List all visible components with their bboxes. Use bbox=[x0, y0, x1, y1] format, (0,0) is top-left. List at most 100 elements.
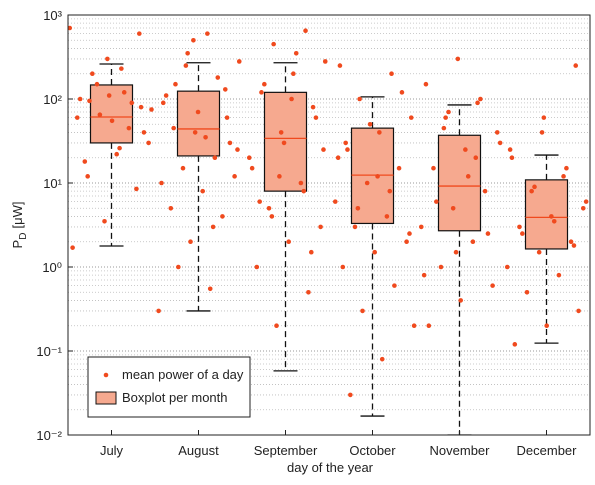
point bbox=[192, 130, 198, 135]
point bbox=[293, 50, 299, 56]
point bbox=[411, 323, 417, 329]
point bbox=[335, 155, 341, 161]
box bbox=[89, 84, 134, 144]
point bbox=[494, 130, 500, 135]
point bbox=[298, 180, 304, 186]
point bbox=[271, 41, 276, 47]
point bbox=[308, 249, 314, 255]
point bbox=[458, 298, 464, 303]
point bbox=[512, 342, 518, 347]
point bbox=[379, 356, 385, 362]
point bbox=[215, 75, 221, 80]
point bbox=[74, 115, 80, 120]
point bbox=[463, 147, 468, 152]
point bbox=[357, 96, 362, 102]
point bbox=[345, 147, 350, 152]
point bbox=[141, 130, 147, 135]
point bbox=[352, 224, 358, 230]
point bbox=[303, 28, 308, 34]
legend-point bbox=[103, 372, 109, 378]
point bbox=[207, 286, 213, 292]
point bbox=[475, 100, 480, 106]
point bbox=[203, 134, 208, 140]
point bbox=[529, 188, 534, 194]
point bbox=[485, 231, 491, 236]
point bbox=[168, 205, 174, 211]
point bbox=[360, 308, 365, 314]
y-tick-label: 10⁰ bbox=[42, 260, 62, 275]
point bbox=[564, 165, 569, 171]
point bbox=[232, 174, 237, 179]
point bbox=[171, 125, 176, 131]
point bbox=[224, 115, 230, 120]
point bbox=[407, 231, 412, 236]
y-tick-label: 10³ bbox=[43, 8, 62, 23]
point bbox=[549, 214, 554, 219]
point bbox=[509, 155, 515, 161]
point bbox=[105, 56, 110, 62]
point bbox=[227, 140, 233, 146]
point bbox=[421, 272, 427, 278]
point bbox=[571, 243, 577, 248]
point bbox=[176, 264, 181, 270]
point bbox=[408, 115, 414, 120]
point bbox=[321, 147, 326, 152]
plot-frame bbox=[67, 14, 591, 436]
point bbox=[482, 188, 488, 194]
point bbox=[222, 87, 228, 92]
point bbox=[212, 155, 218, 161]
point bbox=[220, 214, 225, 219]
point bbox=[163, 93, 169, 98]
point bbox=[568, 239, 574, 245]
point bbox=[364, 180, 370, 186]
point bbox=[539, 130, 545, 135]
point bbox=[138, 104, 144, 110]
point bbox=[291, 71, 296, 77]
y-label-sub: D bbox=[18, 233, 29, 240]
x-tick-label: November bbox=[430, 443, 491, 458]
point bbox=[160, 100, 166, 106]
y-tick-label: 10² bbox=[43, 92, 62, 107]
point bbox=[441, 125, 447, 131]
point bbox=[191, 37, 196, 43]
point bbox=[418, 224, 424, 230]
point bbox=[497, 140, 503, 146]
x-axis-label: day of the year bbox=[287, 460, 374, 475]
point bbox=[551, 218, 557, 224]
point bbox=[173, 81, 178, 87]
point bbox=[82, 159, 88, 164]
point bbox=[205, 31, 210, 36]
point bbox=[277, 174, 282, 179]
point bbox=[520, 231, 525, 236]
point bbox=[210, 224, 216, 230]
point bbox=[438, 264, 444, 270]
point bbox=[318, 224, 323, 230]
point bbox=[561, 174, 566, 179]
legend-label: mean power of a day bbox=[122, 367, 244, 382]
point bbox=[249, 165, 255, 171]
point bbox=[544, 323, 550, 329]
point bbox=[450, 205, 456, 211]
point bbox=[301, 188, 307, 194]
point bbox=[478, 96, 483, 102]
point bbox=[77, 96, 83, 102]
point bbox=[532, 184, 537, 190]
point bbox=[136, 31, 142, 36]
point bbox=[367, 121, 373, 127]
point bbox=[580, 205, 586, 211]
point bbox=[134, 186, 139, 192]
point bbox=[200, 188, 206, 194]
point bbox=[470, 239, 476, 245]
point bbox=[322, 59, 328, 64]
point bbox=[183, 63, 189, 68]
point bbox=[399, 90, 405, 95]
point bbox=[146, 140, 151, 146]
box bbox=[437, 134, 482, 232]
point bbox=[426, 323, 432, 329]
y-label-unit: [μW] bbox=[10, 202, 25, 229]
point bbox=[274, 323, 279, 329]
point bbox=[387, 188, 393, 194]
point bbox=[254, 264, 260, 270]
point bbox=[266, 205, 272, 211]
